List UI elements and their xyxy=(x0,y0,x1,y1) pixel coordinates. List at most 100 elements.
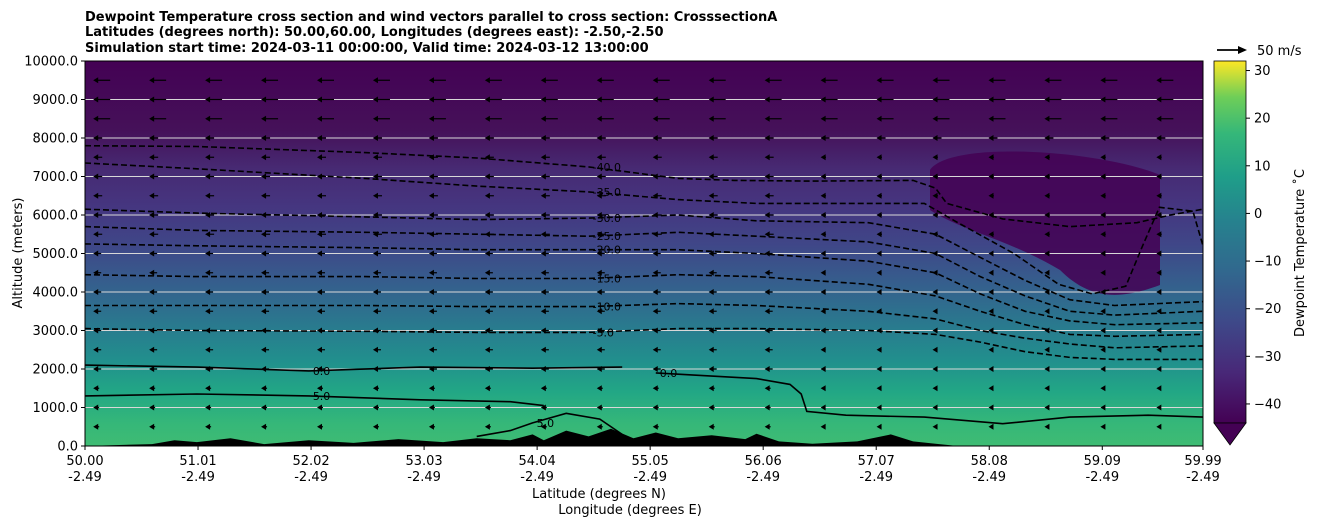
wind-vector-head-154 xyxy=(540,385,546,392)
contour-line-10 xyxy=(85,393,544,407)
wind-reference: 50 m/s xyxy=(1217,44,1302,59)
wind-vector-head-104 xyxy=(372,250,378,257)
wind-vector-head-218 xyxy=(708,250,714,257)
wind-vector-head-372 xyxy=(1156,212,1162,218)
wind-vector-head-167 xyxy=(540,135,546,141)
wind-vector-head-165 xyxy=(540,173,546,180)
wind-vector-head-22 xyxy=(149,366,155,372)
wind-vector-head-29 xyxy=(149,231,155,238)
y-tick-label-10: 10000.0 xyxy=(24,55,78,70)
wind-vector-head-6 xyxy=(93,308,99,315)
wind-vector-head-50 xyxy=(205,192,211,199)
wind-vector-head-201 xyxy=(652,212,658,218)
wind-vector-head-110 xyxy=(372,135,378,141)
wind-vector-head-64 xyxy=(261,289,267,295)
wind-vector-head-25 xyxy=(149,308,155,315)
x-tick-label-lat-7: 57.07 xyxy=(858,454,895,469)
contour-line-9 xyxy=(655,372,1203,425)
x-tick-label-lat-10: 59.99 xyxy=(1184,454,1221,469)
wind-vector-head-294 xyxy=(932,250,938,257)
wind-vector-head-245 xyxy=(764,96,770,103)
x-tick-label-lon-7: -2.49 xyxy=(859,470,893,485)
wind-vector-head-277 xyxy=(876,212,882,218)
wind-vector-head-94 xyxy=(317,77,323,84)
wind-vector-head-212 xyxy=(708,366,714,372)
wind-vector-head-270 xyxy=(876,346,882,353)
wind-vector-head-246 xyxy=(764,77,770,84)
wind-vector-head-139 xyxy=(484,308,490,315)
wind-vector-head-334 xyxy=(1044,212,1050,218)
wind-vector-head-33 xyxy=(149,154,155,161)
wind-vector-head-164 xyxy=(540,192,546,199)
wind-vector-head-342 xyxy=(1100,423,1106,430)
wind-vector-head-166 xyxy=(540,154,546,161)
wind-vector-head-295 xyxy=(932,231,938,238)
wind-vector-head-111 xyxy=(372,115,378,122)
wind-vector-head-228 xyxy=(764,423,770,430)
wind-vector-head-311 xyxy=(988,289,994,295)
wind-vector-head-378 xyxy=(1156,96,1162,103)
x-tick-label-lon-8: -2.49 xyxy=(972,470,1006,485)
x-tick-label-lon-6: -2.49 xyxy=(746,470,780,485)
wind-vector-head-216 xyxy=(708,289,714,295)
wind-vector-head-379 xyxy=(1156,77,1162,84)
wind-vector-head-28 xyxy=(149,250,155,257)
contour-label-9: 0.0 xyxy=(660,367,678,380)
colorbar-tick-label-1: 20 xyxy=(1254,112,1271,127)
contour-line-7 xyxy=(85,327,1203,361)
wind-vector-head-81 xyxy=(317,327,323,334)
wind-vector-head-287 xyxy=(932,385,938,392)
wind-vector-head-363 xyxy=(1156,385,1162,392)
wind-vector-head-109 xyxy=(372,154,378,161)
wind-vector-head-260 xyxy=(820,173,826,180)
wind-vector-head-53 xyxy=(205,135,211,141)
wind-vector-head-179 xyxy=(596,269,602,276)
wind-vector-head-44 xyxy=(205,308,211,315)
wind-vector-head-62 xyxy=(261,327,267,334)
wind-vector-head-336 xyxy=(1044,173,1050,180)
wind-vector-head-102 xyxy=(372,289,378,295)
wind-vector-head-344 xyxy=(1100,385,1106,392)
x-tick-label-lon-9: -2.49 xyxy=(1085,470,1119,485)
contour-line-11 xyxy=(476,412,623,438)
wind-vector-head-376 xyxy=(1156,135,1162,141)
contour-lines xyxy=(85,144,1203,438)
wind-vector-head-339 xyxy=(1044,115,1050,122)
wind-vector-head-168 xyxy=(540,115,546,122)
x-tick-label-lon-2: -2.49 xyxy=(294,470,328,485)
wind-vector-head-9 xyxy=(93,250,99,257)
wind-vector-head-304 xyxy=(988,423,994,430)
wind-vector-head-274 xyxy=(876,269,882,276)
wind-vector-head-361 xyxy=(1156,423,1162,430)
wind-vector-head-152 xyxy=(540,423,546,430)
wind-vector-head-125 xyxy=(428,212,434,218)
wind-vector-head-73 xyxy=(261,115,267,122)
wind-vector-head-121 xyxy=(428,289,434,295)
x-axis-label-latitude: Latitude (degrees N) xyxy=(532,487,666,502)
wind-vector-head-187 xyxy=(596,115,602,122)
wind-vector-head-138 xyxy=(484,327,490,334)
x-tick-label-lat-9: 59.09 xyxy=(1084,454,1121,469)
wind-vector-head-333 xyxy=(1044,231,1050,238)
x-tick-label-lon-4: -2.49 xyxy=(520,470,554,485)
wind-vector-head-128 xyxy=(428,154,434,161)
contour-label-1: -35.0 xyxy=(593,186,621,199)
x-axis: 50.00-2.4951.01-2.4952.02-2.4953.03-2.49… xyxy=(66,446,1222,485)
wind-vector-head-237 xyxy=(764,250,770,257)
contour-line-8 xyxy=(85,364,623,372)
wind-vector-head-24 xyxy=(149,327,155,334)
contour-label-4: -20.0 xyxy=(593,244,621,257)
wind-vector-head-210 xyxy=(708,404,714,411)
wind-vector-head-305 xyxy=(988,404,994,411)
contour-label-5: -15.0 xyxy=(593,273,621,286)
wind-vector-head-65 xyxy=(261,269,267,276)
wind-vector-head-288 xyxy=(932,366,938,372)
wind-vector-head-113 xyxy=(372,77,378,84)
wind-vector-head-181 xyxy=(596,231,602,238)
wind-vector-head-174 xyxy=(596,366,602,372)
wind-vector-head-146 xyxy=(484,173,490,180)
x-tick-label-lon-10: -2.49 xyxy=(1186,470,1220,485)
plot-area xyxy=(84,60,1204,447)
wind-vector-head-184 xyxy=(596,173,602,180)
wind-vector-head-7 xyxy=(93,289,99,295)
